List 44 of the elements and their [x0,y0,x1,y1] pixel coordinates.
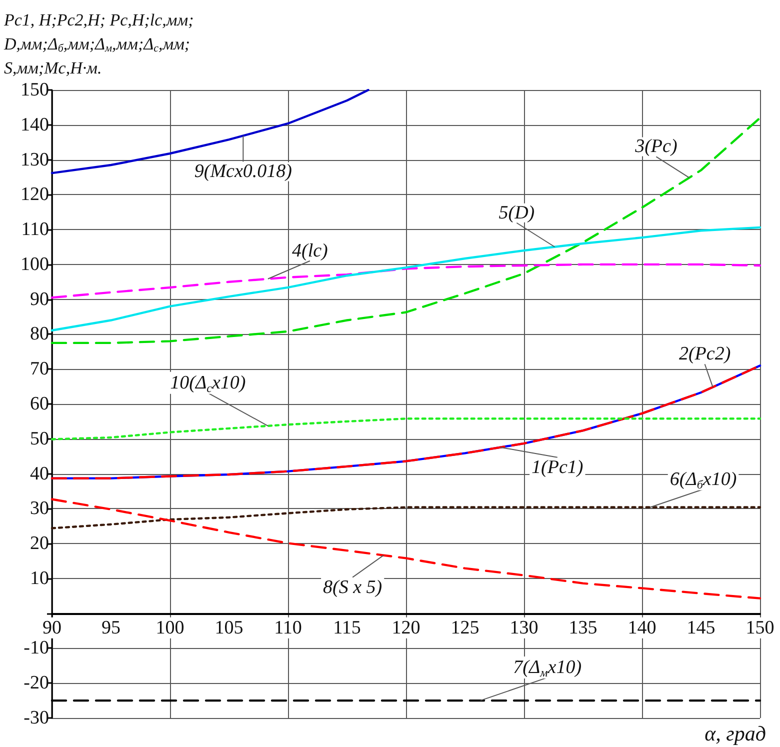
y-tick-label: 130 [20,149,49,170]
line-series [50,506,762,530]
x-axis-title: α, град [704,722,766,746]
series-label: 2(Pc2) [678,344,731,365]
line-series [50,418,762,440]
x-tick-label: 130 [510,617,538,638]
line-series [50,263,762,299]
y-tick-label: 140 [20,114,49,136]
x-tick-label: 125 [450,617,480,638]
series-label: 4(lc) [292,240,328,262]
x-tick-label: 120 [392,617,420,638]
x-tick-label: 115 [333,617,361,638]
y-tick-label: 150 [20,80,49,100]
x-tick-label: 140 [628,617,656,638]
series-label: 8(S x 5) [323,576,382,598]
y-tick-label: -20 [24,672,49,694]
y-tick-label: 30 [30,498,49,520]
series-label: 3(Pc) [634,136,678,158]
y-tick-label: 60 [30,394,49,414]
y-tick-label: 40 [30,463,49,484]
y-tick-label: 20 [30,533,49,554]
line-series [50,116,762,344]
x-tick-label: 150 [746,617,774,638]
x-tick-label: 100 [156,617,184,638]
series-label: 9(Mcx0.018) [194,161,292,182]
y-tick-label: -30 [24,708,49,728]
y-tick-label: 110 [21,219,49,240]
y-tick-label: 90 [30,288,49,310]
series-label: 5(D) [498,202,535,224]
series-label: 1(Pc1) [532,456,584,478]
y-tick-label: -10 [24,638,49,659]
y-tick-label: 120 [20,184,49,206]
x-tick-label: 110 [274,617,302,638]
y-tick-label: 70 [30,358,49,380]
y-tick-label: 80 [30,324,49,345]
y-tick-label: 50 [30,428,49,450]
x-tick-label: 135 [568,617,598,638]
x-tick-label: 105 [214,617,244,638]
line-series [50,498,762,600]
x-tick-label: 95 [102,617,120,638]
y-tick-label: 10 [30,568,49,589]
y-tick-label: 100 [20,254,49,275]
x-tick-label: 145 [686,617,716,638]
line-series [50,226,762,332]
